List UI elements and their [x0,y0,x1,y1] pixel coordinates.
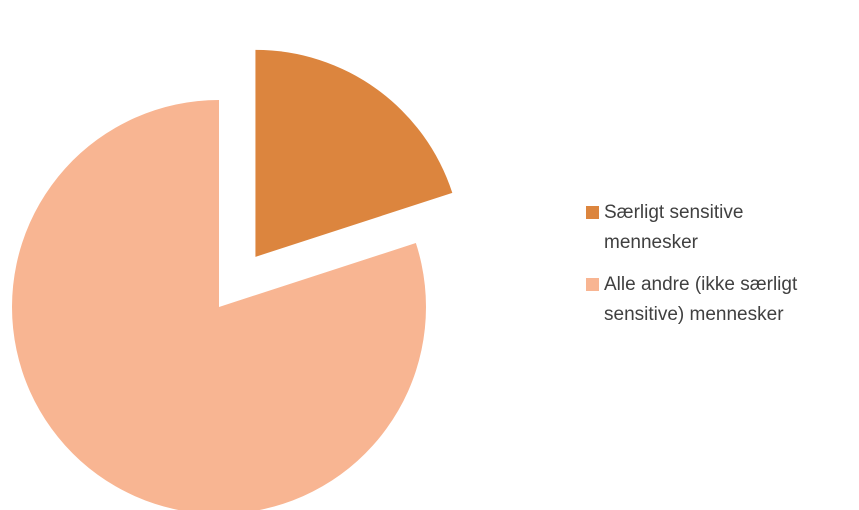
legend-item-sensitive: Særligt sensitive mennesker [586,198,856,258]
legend-label-others: Alle andre (ikke særligt sensitive) menn… [604,274,798,325]
legend-swatch-sensitive [586,206,599,219]
chart-legend: Særligt sensitive mennesker Alle andre (… [586,198,856,342]
legend-item-others: Alle andre (ikke særligt sensitive) menn… [586,270,856,330]
pie-slice-sensitive [255,49,453,257]
legend-label-sensitive: Særligt sensitive mennesker [604,202,744,253]
pie-slice-others [12,100,426,510]
legend-swatch-others [586,278,599,291]
